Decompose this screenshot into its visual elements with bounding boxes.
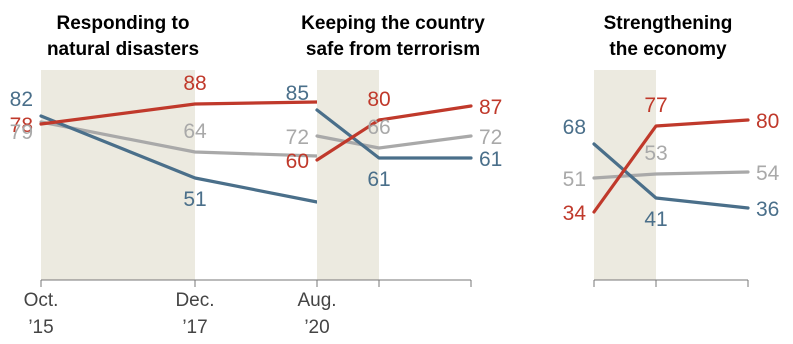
x-tick-label: ’17 (182, 317, 207, 338)
data-label-blue: 36 (756, 198, 779, 221)
data-label-red: 34 (563, 202, 587, 225)
data-label-red: 60 (286, 150, 309, 173)
chart-title-line: the economy (609, 39, 727, 60)
series-line-gray (592, 170, 750, 180)
x-tick-label: Aug. (297, 290, 336, 311)
shaded-period (317, 70, 379, 280)
chart-title-line: Keeping the country (301, 13, 485, 34)
data-label-blue: 85 (286, 82, 309, 105)
data-label-gray: 54 (756, 162, 780, 185)
chart-panel-2: Keeping the country safe from terrorism 60… (286, 13, 502, 287)
data-label-blue: 61 (367, 168, 390, 191)
data-label-red: 80 (756, 110, 779, 133)
data-label-red: 87 (479, 96, 502, 119)
data-label-blue: 51 (183, 188, 206, 211)
data-label-red: 88 (183, 72, 206, 95)
data-label-gray: 72 (286, 126, 309, 149)
data-label-red: 77 (644, 94, 667, 117)
data-label-red: 78 (10, 114, 33, 137)
x-tick-label: Dec. (175, 290, 214, 311)
x-tick-label: ’15 (28, 317, 53, 338)
x-tick-label: ’20 (304, 317, 329, 338)
series-line-blue (315, 108, 473, 160)
data-label-blue: 68 (563, 116, 586, 139)
series-line-gray (315, 134, 473, 150)
chart-title-line: safe from terrorism (306, 39, 480, 60)
series-line-red (39, 100, 319, 126)
chart-title-line: natural disasters (47, 39, 199, 60)
data-label-blue: 82 (10, 88, 33, 111)
chart-title-line: Strengthening (604, 13, 733, 34)
data-label-blue: 61 (479, 148, 502, 171)
series-line-blue (39, 114, 319, 204)
data-label-gray: 66 (367, 116, 390, 139)
data-label-gray: 72 (479, 126, 502, 149)
data-label-red: 80 (367, 88, 390, 111)
chart-panel-3: Strengthening the economy 34 77 80 68 41 36 51 53… (563, 13, 780, 287)
series-line-blue (592, 142, 750, 210)
shaded-period (41, 70, 195, 280)
data-label-blue: 41 (644, 208, 667, 231)
series-line-red (592, 118, 750, 214)
data-label-gray: 53 (644, 142, 667, 165)
series-line-red (315, 104, 473, 162)
series-line-gray (39, 120, 319, 158)
data-label-gray: 51 (563, 168, 586, 191)
data-label-gray: 79 (10, 121, 33, 144)
data-label-gray: 64 (183, 120, 207, 143)
x-tick-label: Oct. (24, 290, 59, 311)
chart-title-line: Responding to (57, 13, 190, 34)
